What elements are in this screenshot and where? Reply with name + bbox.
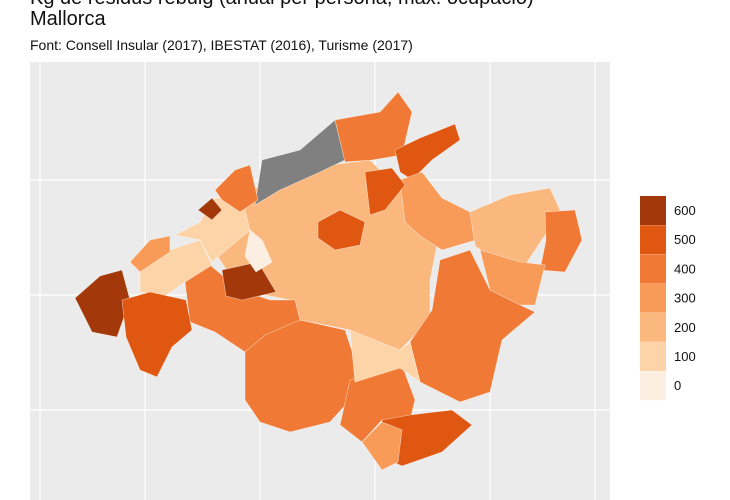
legend-swatch — [640, 196, 666, 225]
legend-label: 200 — [674, 320, 696, 335]
legend-swatch — [640, 342, 666, 371]
legend-label: 0 — [674, 378, 681, 393]
legend-swatch — [640, 371, 666, 401]
subtitle: Mallorca — [30, 8, 106, 30]
island — [74, 91, 583, 471]
title: Kg de residus rebuig (anual per persona,… — [30, 0, 534, 9]
legend-swatch — [640, 254, 666, 284]
legend-label: 400 — [674, 261, 696, 276]
source: Font: Consell Insular (2017), IBESTAT (2… — [30, 37, 413, 53]
legend-label: 300 — [674, 291, 696, 306]
legend-swatch — [640, 283, 666, 313]
legend-label: 600 — [674, 203, 696, 218]
legend: 600 500 400 300 200 100 0 — [640, 196, 696, 401]
map-panel — [30, 62, 610, 500]
legend-swatch — [640, 225, 666, 255]
legend-label: 500 — [674, 232, 696, 247]
legend-label: 100 — [674, 349, 696, 364]
legend-swatch — [640, 312, 666, 342]
